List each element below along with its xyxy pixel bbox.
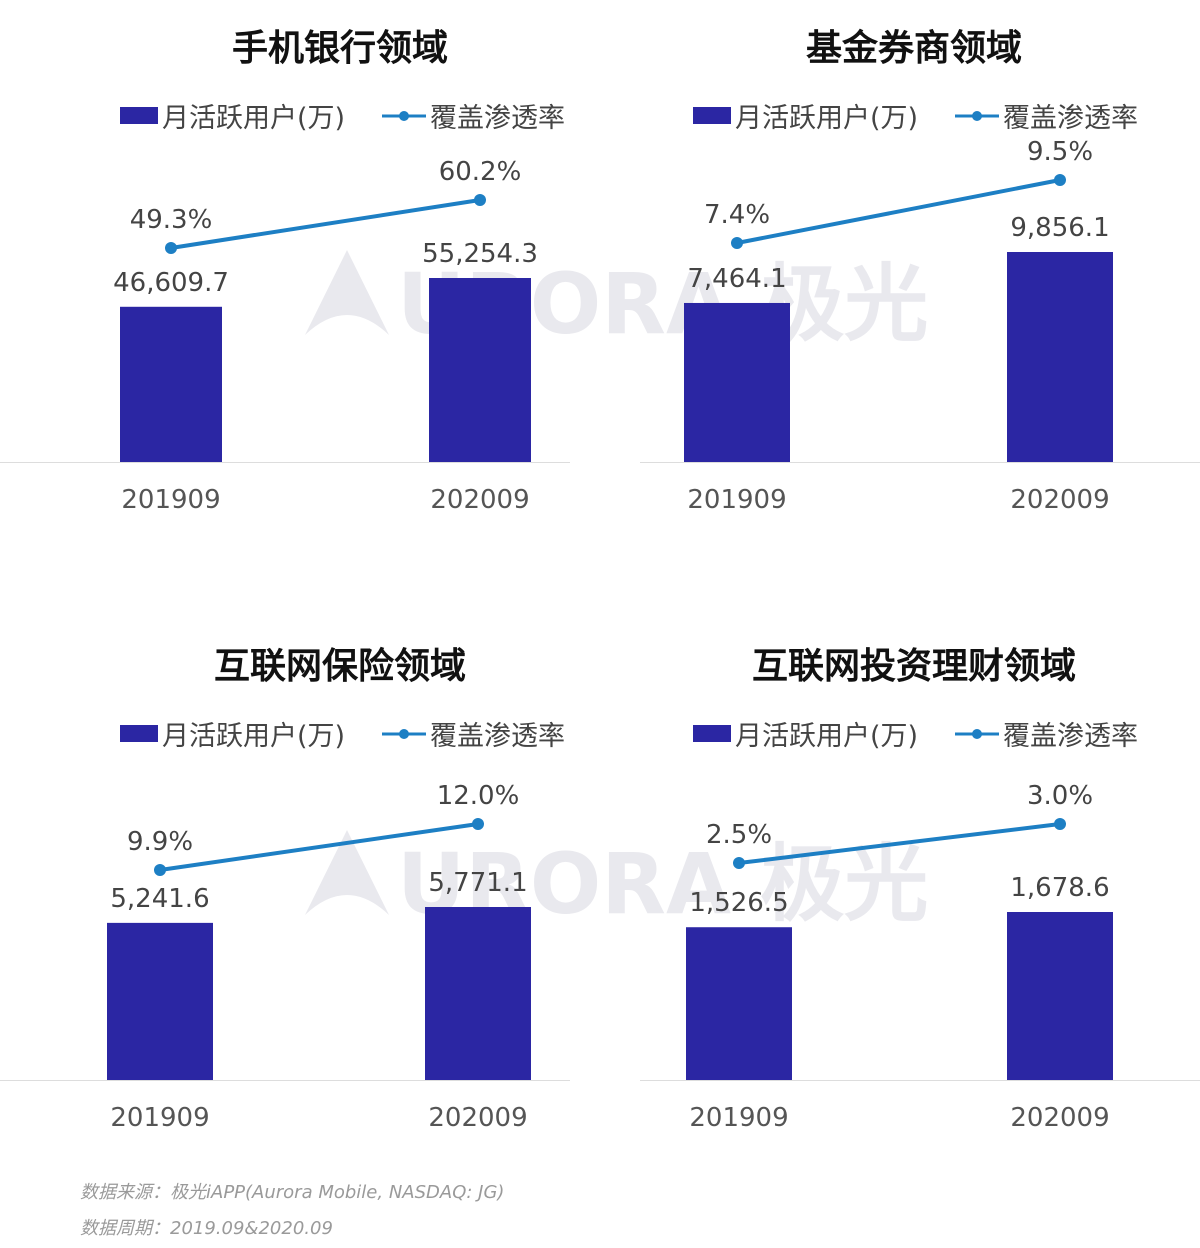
watermark-2: URORA 极光: [305, 830, 928, 933]
footer-period: 数据周期：2019.09&2020.09: [80, 1218, 333, 1239]
x-tick-label: 202009: [428, 1103, 527, 1133]
bar-value-label: 5,241.6: [110, 884, 209, 914]
line-value-label: 3.0%: [1027, 781, 1093, 811]
legend-bar-swatch: [693, 725, 731, 742]
watermark-logo-icon: [305, 250, 389, 335]
line-value-label: 9.5%: [1027, 137, 1093, 167]
x-tick-label: 201909: [689, 1103, 788, 1133]
line-point-202009: [472, 818, 484, 830]
chart-title: 互联网保险领域: [214, 646, 466, 687]
watermark-logo-icon: [305, 830, 389, 915]
bar-value-label: 55,254.3: [422, 239, 538, 269]
line-value-label: 12.0%: [437, 781, 520, 811]
penetration-line: [736, 178, 1061, 245]
bar-202009: [1007, 252, 1113, 462]
x-tick-label: 202009: [1010, 485, 1109, 515]
x-tick-label: 201909: [121, 485, 220, 515]
bar-202009: [429, 278, 531, 462]
line-point-202009: [474, 194, 486, 206]
line-value-label: 9.9%: [127, 827, 193, 857]
legend-bar-label: 月活跃用户(万): [735, 103, 918, 134]
bar-value-label: 7,464.1: [687, 264, 786, 294]
bar-value-label: 1,526.5: [689, 888, 788, 918]
bar-value-label: 9,856.1: [1010, 213, 1109, 243]
line-point-201909: [731, 237, 743, 249]
line-value-label: 60.2%: [439, 157, 522, 187]
chart-title: 基金券商领域: [806, 27, 1022, 69]
penetration-line: [170, 198, 481, 250]
line-value-label: 2.5%: [706, 820, 772, 850]
legend-bar-label: 月活跃用户(万): [735, 721, 918, 752]
legend-line-marker: [399, 111, 409, 121]
x-tick-label: 202009: [1010, 1103, 1109, 1133]
line-point-201909: [165, 242, 177, 254]
legend-line-marker: [972, 111, 982, 121]
bar-value-label: 5,771.1: [428, 868, 527, 898]
legend-line-label: 覆盖渗透率: [1003, 721, 1138, 752]
legend: 月活跃用户(万) 覆盖渗透率: [120, 721, 565, 752]
chart-title: 互联网投资理财领域: [752, 646, 1076, 687]
legend: 月活跃用户(万) 覆盖渗透率: [693, 103, 1138, 134]
legend-bar-label: 月活跃用户(万): [162, 103, 345, 134]
bar-201909: [107, 922, 213, 1080]
line-value-label: 49.3%: [130, 205, 213, 235]
bar-202009: [1007, 912, 1113, 1080]
chart-title: 手机银行领域: [232, 28, 448, 69]
bar-value-label: 1,678.6: [1010, 873, 1109, 903]
line-value-label: 7.4%: [704, 200, 770, 230]
line-point-202009: [1054, 174, 1066, 186]
bar-202009: [425, 907, 531, 1080]
x-tick-label: 201909: [110, 1103, 209, 1133]
footer-source: 数据来源：极光iAPP(Aurora Mobile, NASDAQ: JG): [80, 1182, 505, 1203]
line-point-201909: [154, 864, 166, 876]
line-point-202009: [1054, 818, 1066, 830]
bar-201909: [684, 302, 790, 462]
legend: 月活跃用户(万) 覆盖渗透率: [693, 721, 1138, 752]
x-tick-label: 202009: [430, 485, 529, 515]
x-tick-label: 201909: [687, 485, 786, 515]
watermarks: URORA 极光 URORA 极光: [305, 250, 928, 933]
legend-line-label: 覆盖渗透率: [430, 721, 565, 752]
legend-bar-label: 月活跃用户(万): [162, 721, 345, 752]
penetration-line: [159, 822, 479, 872]
legend-line-marker: [399, 729, 409, 739]
legend-bar-swatch: [693, 107, 731, 124]
watermark-1: URORA 极光: [305, 250, 928, 353]
bar-value-label: 46,609.7: [113, 268, 229, 298]
bar-201909: [686, 927, 792, 1080]
legend-line-marker: [972, 729, 982, 739]
bar-201909: [120, 306, 222, 462]
legend-line-label: 覆盖渗透率: [1003, 103, 1138, 134]
line-point-201909: [733, 857, 745, 869]
legend: 月活跃用户(万) 覆盖渗透率: [120, 103, 565, 134]
legend-bar-swatch: [120, 107, 158, 124]
legend-bar-swatch: [120, 725, 158, 742]
penetration-line: [738, 822, 1061, 865]
legend-line-label: 覆盖渗透率: [430, 103, 565, 134]
